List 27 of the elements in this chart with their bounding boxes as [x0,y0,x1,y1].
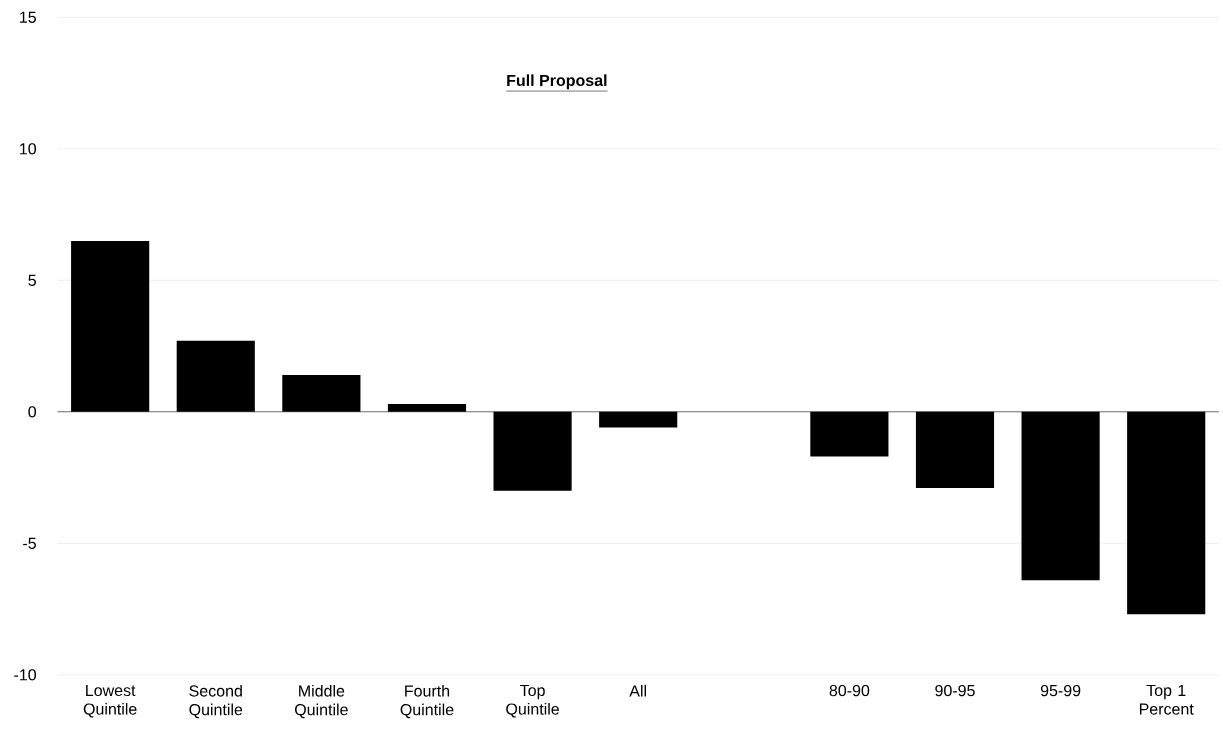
x-tick-label: 90-95 [935,684,975,697]
x-tick-label: 95-99 [1040,684,1081,697]
y-tick-label: 10 [20,143,37,155]
bar [282,375,361,412]
x-tick-label: 80-90 [829,684,870,697]
bar [1021,411,1100,581]
bar [71,240,150,412]
bar [493,411,572,491]
bar [1127,411,1206,615]
bar [176,340,255,412]
x-tick-label: Lowest Quintile [83,684,137,718]
y-tick-label: -5 [23,537,36,549]
y-tick-label: 15 [20,11,36,23]
x-tick-label: Top 1 Percent [1139,684,1194,715]
x-tick-label: All [629,684,647,697]
y-tick-label: 0 [28,406,37,418]
y-tick-label: 5 [28,274,36,286]
bar [915,411,995,489]
x-tick-label: Top Quintile [506,684,559,718]
bar [599,411,678,428]
text: Full Proposal [507,74,607,90]
x-tick-label: Middle Quintile [294,684,348,719]
bar [810,411,889,457]
y-tick-label: -10 [14,669,37,681]
bar [387,404,467,412]
x-tick-label: Fourth Quintile [400,684,454,719]
x-tick-label: Second Quintile [189,684,243,719]
